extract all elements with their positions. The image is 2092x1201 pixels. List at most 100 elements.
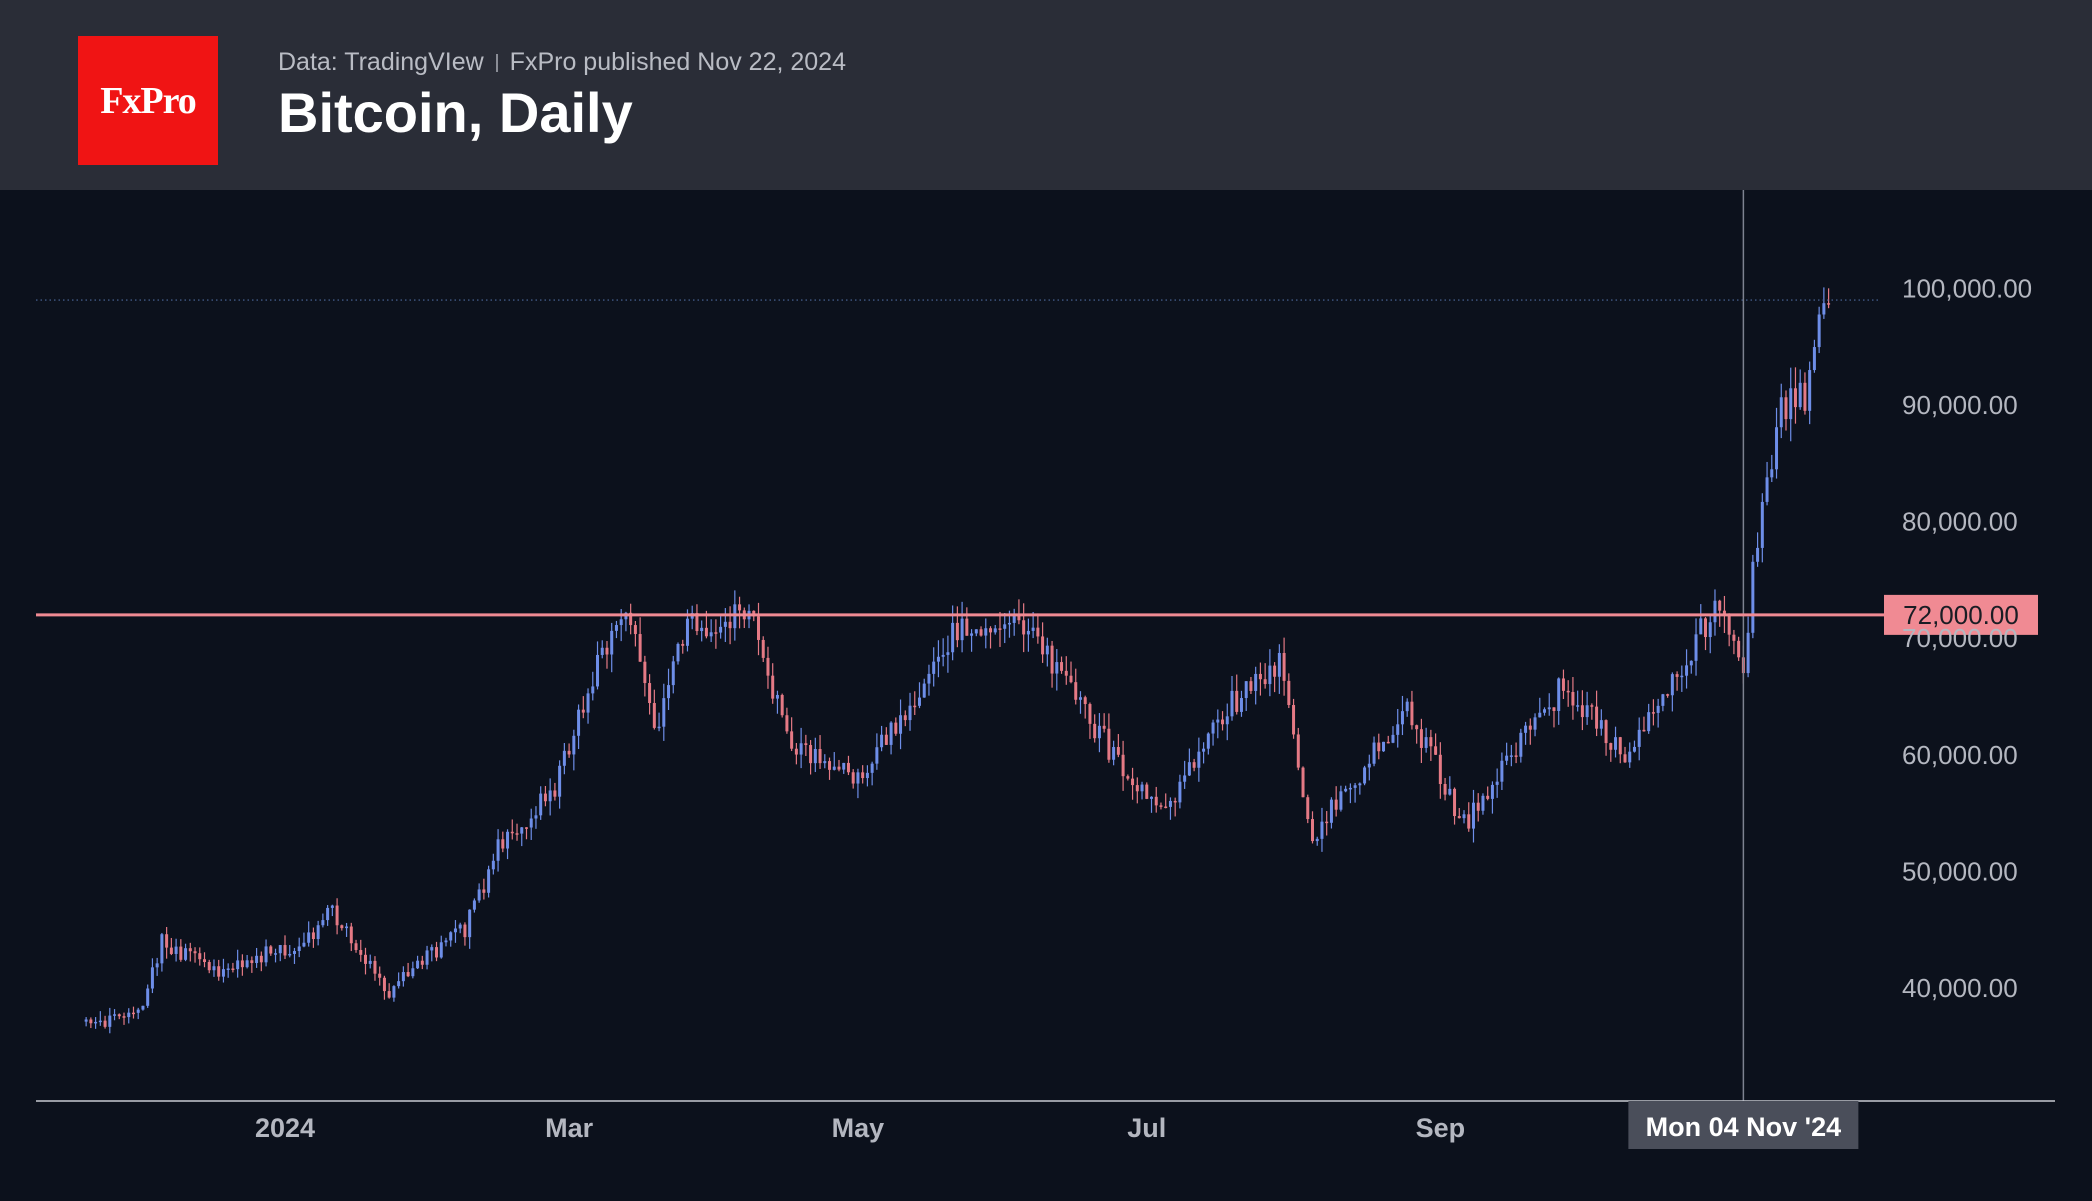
candle-body [652,703,656,728]
candle-body [861,772,865,779]
candle-body [165,934,169,948]
candle-body [960,618,964,641]
header-bar: FxPro Data: TradingVIew FxPro published N… [0,0,2092,190]
candle-body [307,932,311,943]
candle-body [1135,785,1139,792]
candle-body [785,715,789,732]
candle-body [591,686,595,694]
candle-body [103,1020,107,1027]
candle-body [458,924,462,929]
candle-body [1017,614,1021,621]
candle-body [122,1016,126,1018]
candle-body [1803,382,1807,411]
candle-body [245,960,249,968]
candle-body [1282,652,1286,681]
candle-body [1026,630,1030,635]
chart-meta: Data: TradingVIew FxPro published Nov 22,… [278,48,846,77]
candle-body [430,947,434,951]
candle-body [1102,725,1106,729]
candle-body [1419,729,1423,748]
chart-area: 72,000.00 100,000.00 90,000.00 80,000.00 70… [0,190,2092,1196]
candle-body [117,1014,121,1017]
candle-body [1168,800,1172,807]
candle-body [771,675,775,699]
candle-body [1126,776,1130,779]
candle-body [217,966,221,977]
candle-body [1448,788,1452,795]
candle-body [506,831,510,849]
candle-body [330,905,334,908]
candle-body [856,772,860,784]
candle-body [1585,705,1589,718]
candle-body [316,925,320,940]
candle-body [198,953,202,960]
candle-body [207,962,211,971]
candle-body [240,960,244,968]
candle-body [1183,775,1187,782]
candle-body [562,750,566,766]
candle-body [1060,662,1064,671]
x-tick-label: May [832,1113,885,1143]
candle-body [1500,760,1504,782]
candle-body [160,934,164,964]
candle-body [1770,469,1774,478]
candle-body [1178,781,1182,803]
candle-body [875,747,879,764]
candle-body [1372,742,1376,764]
candle-body [709,632,713,637]
candle-body [1007,622,1011,625]
candle-body [979,629,983,636]
candle-body [416,960,420,969]
candle-body [1642,729,1646,732]
candle-body [397,981,401,987]
x-tick-label: Mar [545,1113,594,1143]
candle-body [1670,674,1674,696]
candle-body [828,761,832,770]
candle-body [1287,680,1291,706]
candle-body [903,715,907,721]
candle-body [1277,652,1281,677]
x-tick-label: Jul [1127,1113,1166,1143]
candle-body [335,905,339,926]
candle-body [1353,785,1357,788]
candle-body [1258,673,1262,680]
candle-body [1751,561,1755,633]
candle-body [1382,741,1386,752]
candle-body [667,685,671,699]
candle-body [894,722,898,734]
candle-body [1145,784,1149,799]
candle-body [1476,802,1480,811]
candle-body [1694,634,1698,661]
candle-body [1131,778,1135,786]
candle-body [799,743,803,755]
candle-body [1812,347,1816,371]
candle-body [1268,665,1272,685]
candles-layer [84,287,1831,1034]
candle-body [1022,620,1026,635]
candle-body [1211,722,1215,734]
candle-body [255,955,259,964]
candle-body [1078,697,1082,700]
candle-body [1003,624,1007,629]
candle-body [1320,821,1324,839]
candle-body [794,748,798,755]
candle-body [349,926,353,944]
candle-body [1453,788,1457,817]
candle-body [524,827,528,829]
candle-body [84,1019,88,1022]
candle-body [1192,762,1196,768]
candle-body [1363,767,1367,784]
y-tick-label: 80,000.00 [1902,507,2018,537]
y-tick-label: 100,000.00 [1902,273,2032,303]
candle-body [520,827,524,834]
candle-body [1718,600,1722,611]
candle-body [543,793,547,802]
candlestick-chart: 72,000.00 100,000.00 90,000.00 80,000.00 70… [36,190,2055,1149]
candle-body [842,762,846,770]
candle-body [1647,712,1651,732]
candle-body [633,625,637,635]
candle-body [1263,679,1267,685]
candle-body [302,942,306,947]
candle-body [363,954,367,964]
candle-body [605,647,609,655]
